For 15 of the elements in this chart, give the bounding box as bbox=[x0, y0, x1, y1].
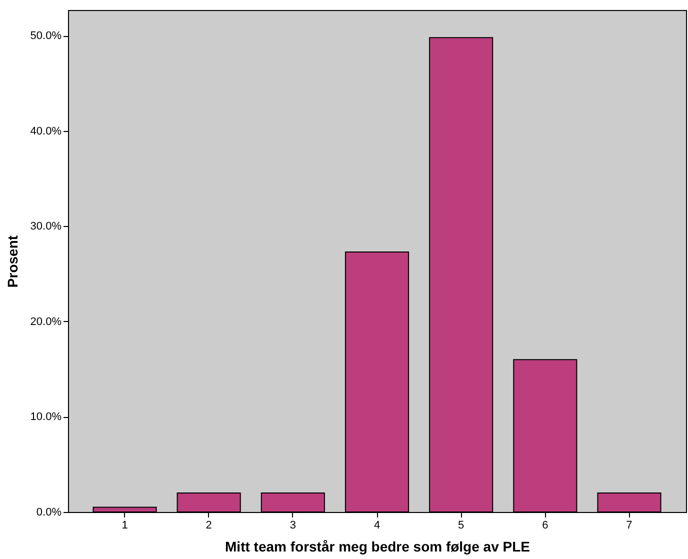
x-tick-label: 4 bbox=[374, 520, 380, 532]
x-tick-label: 5 bbox=[458, 520, 464, 532]
y-tick-label: 0.0% bbox=[36, 506, 62, 518]
y-tick-label: 10.0% bbox=[30, 411, 62, 424]
x-tick-label: 2 bbox=[206, 520, 212, 532]
y-tick-label: 20.0% bbox=[30, 316, 62, 328]
y-axis-title: Prosent bbox=[4, 235, 20, 288]
y-tick-label: 50.0% bbox=[30, 30, 62, 42]
y-tick-label: 40.0% bbox=[30, 125, 62, 138]
x-tick-label: 3 bbox=[290, 520, 296, 532]
x-tick-label: 6 bbox=[542, 520, 548, 532]
x-axis-title: Mitt team forstår meg bedre som følge av PLE bbox=[225, 538, 530, 554]
x-tick-label: 7 bbox=[626, 520, 632, 532]
x-tick-label: 1 bbox=[122, 520, 128, 532]
y-tick-label: 30.0% bbox=[30, 220, 62, 233]
